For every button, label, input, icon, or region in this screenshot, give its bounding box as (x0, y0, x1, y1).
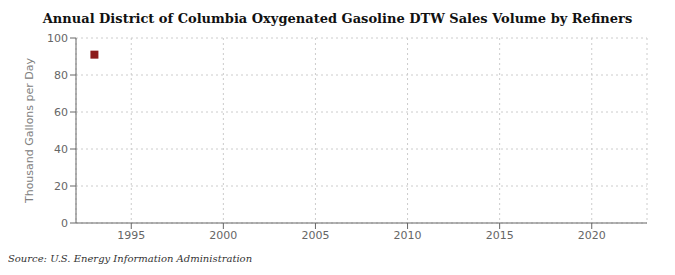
svg-text:2020: 2020 (578, 229, 606, 242)
svg-text:100: 100 (47, 32, 68, 45)
svg-text:2000: 2000 (209, 229, 237, 242)
svg-text:40: 40 (54, 143, 68, 156)
svg-text:20: 20 (54, 180, 68, 193)
html-text:Annual District of Columbia Ox: Annual District of Columbia Oxygenated G… (42, 11, 633, 26)
svg-text:Thousand Gallons per Day: Thousand Gallons per Day (23, 57, 36, 204)
html-text:Source: U.S. Energy Informatio: Source: U.S. Energy Information Administ… (8, 253, 253, 264)
svg-text:2015: 2015 (486, 229, 514, 242)
svg-text:0: 0 (61, 217, 68, 230)
svg-text:2010: 2010 (394, 229, 422, 242)
svg-text:2005: 2005 (301, 229, 329, 242)
svg-text:80: 80 (54, 69, 68, 82)
svg-text:1995: 1995 (117, 229, 145, 242)
svg-text:60: 60 (54, 106, 68, 119)
